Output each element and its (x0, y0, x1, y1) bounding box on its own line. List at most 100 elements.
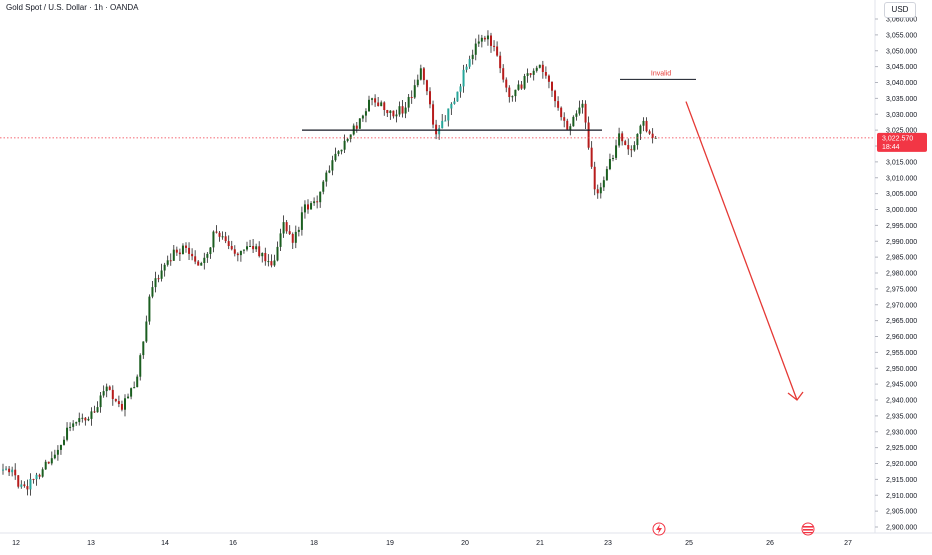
candle (554, 89, 557, 108)
candle (474, 38, 477, 61)
candle (477, 34, 480, 47)
candle (645, 117, 648, 133)
candle (532, 68, 535, 81)
candle (169, 253, 172, 266)
candle (84, 417, 87, 426)
candle (407, 94, 410, 112)
candle (20, 480, 23, 489)
candle (547, 74, 550, 89)
candle (639, 124, 642, 140)
candle (590, 141, 593, 169)
candle (615, 139, 618, 160)
candle (633, 141, 636, 152)
candle (578, 100, 581, 116)
candle (383, 101, 386, 116)
candle (227, 235, 230, 250)
candle (331, 155, 334, 176)
candle (66, 422, 69, 442)
candle (166, 255, 169, 267)
candle (422, 67, 425, 85)
candle (593, 161, 596, 196)
flag-icon[interactable] (801, 522, 815, 536)
y-tick-label: 2,980.000 (886, 271, 917, 278)
currency-button[interactable]: USD (884, 2, 916, 18)
candle (508, 85, 511, 103)
candle (505, 77, 508, 93)
candle (172, 245, 175, 261)
candle (364, 108, 367, 123)
candle (145, 315, 148, 343)
candle (50, 451, 53, 466)
x-tick-label: 18 (310, 540, 318, 547)
y-tick-label: 2,950.000 (886, 366, 917, 373)
candle (255, 243, 258, 252)
candle (429, 87, 431, 109)
candle (529, 73, 532, 78)
candle (471, 49, 474, 65)
candle (270, 254, 273, 268)
candle (236, 252, 239, 262)
y-tick-label: 2,930.000 (886, 429, 917, 436)
candle (148, 294, 151, 325)
y-tick-label: 2,975.000 (886, 286, 917, 293)
y-tick-label: 2,900.000 (886, 525, 917, 532)
candle (2, 463, 4, 475)
symbol-title: Gold Spot / U.S. Dollar · 1h · OANDA (6, 3, 139, 12)
candle (303, 200, 306, 219)
candle (502, 64, 505, 83)
candle (544, 66, 547, 79)
candle (120, 400, 123, 412)
candle (337, 150, 340, 157)
candle (322, 180, 325, 195)
candle (29, 473, 32, 496)
candle (404, 102, 407, 119)
candle (175, 246, 178, 256)
candle (178, 248, 181, 261)
y-tick-label: 2,905.000 (886, 509, 917, 516)
candle (334, 147, 337, 162)
candle (618, 127, 621, 148)
candle (328, 165, 331, 174)
candle (486, 30, 489, 46)
y-tick-label: 2,970.000 (886, 302, 917, 309)
candle (206, 252, 209, 263)
candle (297, 226, 300, 237)
candle (81, 413, 84, 423)
x-tick-label: 20 (461, 540, 469, 547)
candle (319, 191, 322, 208)
candle (444, 115, 447, 122)
candle (438, 125, 441, 140)
candle (386, 109, 389, 117)
candle (517, 80, 520, 91)
candle (624, 139, 627, 146)
candle (496, 41, 499, 57)
candle (90, 407, 93, 426)
candle (340, 149, 343, 155)
lightning-icon[interactable] (652, 522, 666, 536)
candle (612, 154, 614, 162)
x-tick-label: 12 (12, 540, 20, 547)
candle (599, 182, 602, 199)
candle (560, 106, 563, 121)
candle (124, 394, 126, 417)
candle (419, 64, 422, 81)
candle (401, 100, 404, 118)
candle (300, 206, 303, 236)
last-price-countdown: 18:44 (882, 144, 900, 151)
candle (26, 479, 29, 496)
candle (17, 475, 20, 489)
candle (11, 466, 14, 477)
candle (114, 398, 117, 403)
candle (621, 131, 624, 146)
y-tick-label: 2,965.000 (886, 318, 917, 325)
candle (181, 243, 184, 255)
candle (69, 422, 72, 432)
projection-arrow[interactable] (685, 101, 798, 401)
candle (142, 341, 145, 359)
price-axis-bg (875, 0, 932, 550)
y-tick-label: 3,030.000 (886, 112, 917, 119)
candle (157, 274, 160, 283)
candle (441, 114, 444, 129)
